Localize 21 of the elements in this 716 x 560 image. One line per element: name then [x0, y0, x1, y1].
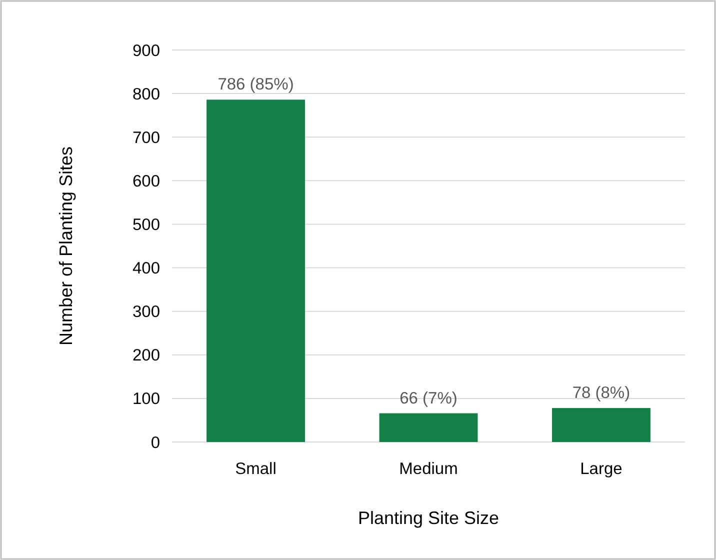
y-tick-label: 200 [132, 346, 160, 365]
y-tick-label: 900 [132, 42, 160, 60]
y-tick-label: 400 [132, 260, 160, 278]
data-label: 78 (8%) [572, 384, 630, 402]
x-tick-label: Medium [399, 460, 458, 478]
bar [206, 100, 305, 442]
y-tick-label: 300 [132, 303, 160, 322]
y-tick-label: 0 [150, 434, 160, 452]
y-axis-title: Number of Planting Sites [56, 146, 76, 346]
x-axis-title: Planting Site Size [358, 508, 500, 528]
x-tick-label: Large [580, 460, 622, 478]
x-tick-label: Small [235, 460, 276, 478]
data-label: 786 (85%) [218, 76, 294, 94]
y-tick-label: 500 [132, 216, 160, 234]
bar [379, 413, 478, 442]
y-tick-label: 100 [132, 390, 160, 408]
y-tick-label: 700 [132, 128, 160, 147]
data-label: 66 (7%) [400, 389, 458, 408]
y-tick-label: 600 [132, 172, 160, 190]
y-tick-label: 800 [132, 85, 160, 104]
bar [552, 408, 650, 442]
